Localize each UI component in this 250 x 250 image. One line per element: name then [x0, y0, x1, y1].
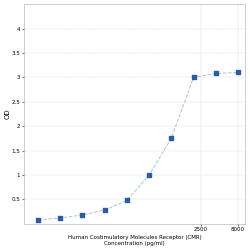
X-axis label: Human Costimulatory Molecules Receptor (CMR)
Concentration (pg/ml): Human Costimulatory Molecules Receptor (… [68, 235, 201, 246]
Y-axis label: OD: OD [4, 109, 10, 119]
Point [214, 72, 218, 76]
Point [236, 70, 240, 74]
Point [192, 75, 196, 79]
Point [169, 136, 173, 140]
Point [36, 218, 40, 222]
Point [58, 216, 62, 220]
Point [80, 213, 84, 217]
Point [147, 173, 151, 177]
Point [125, 198, 129, 202]
Point [103, 208, 107, 212]
